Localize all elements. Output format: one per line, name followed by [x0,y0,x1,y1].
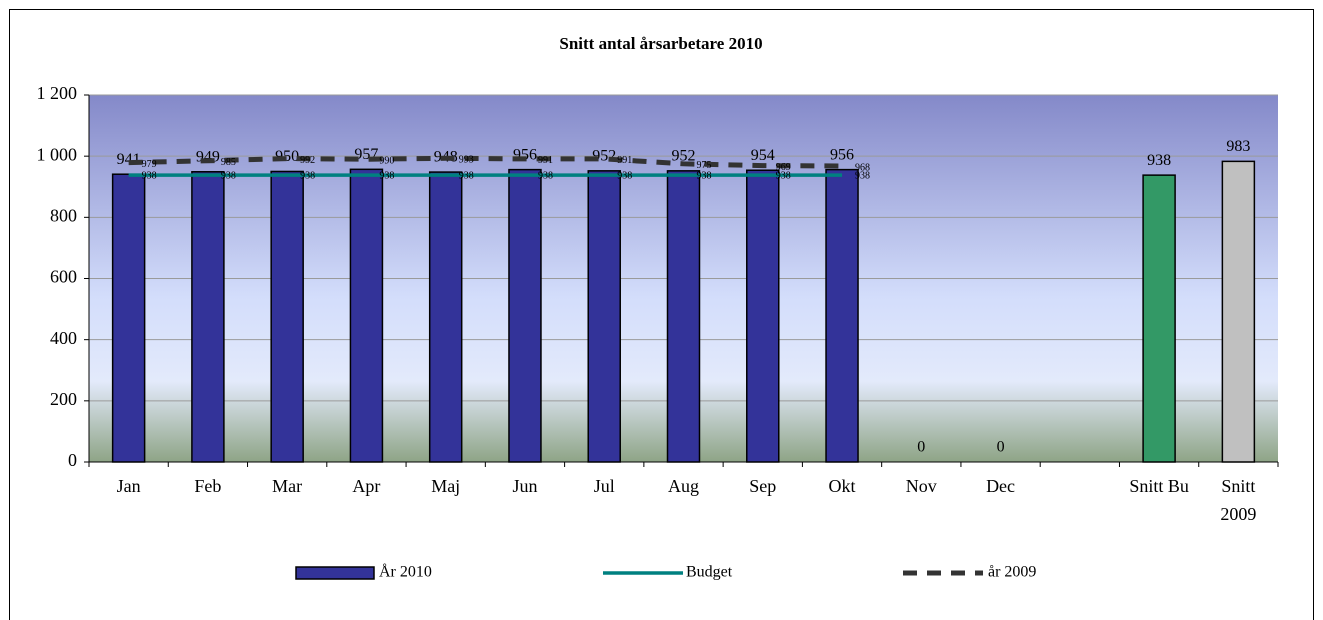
y-tick-label: 600 [50,267,77,287]
data-label: 938 [697,170,712,181]
data-label: 938 [1147,152,1171,169]
x-tick-label: Okt [828,476,856,496]
data-label: 991 [538,155,553,166]
data-label: 952 [672,148,696,165]
data-label: 938 [776,170,791,181]
data-label: 952 [592,148,616,165]
legend-swatch [295,566,375,580]
data-label: 938 [300,170,315,181]
data-label: 969 [776,162,791,173]
data-label: 991 [617,155,632,166]
x-tick-label: Sep [749,476,777,496]
bar [428,171,463,463]
bar [746,169,780,463]
y-tick-label: 1 200 [37,83,78,103]
bar [1221,160,1256,463]
data-label: 941 [117,151,141,168]
x-tick-label: Jan [116,476,141,496]
chart-title: Snitt antal årsarbetare 2010 [559,34,762,53]
data-label: 0 [997,439,1005,456]
data-label: 938 [855,170,870,181]
data-label: 938 [379,170,394,181]
x-tick-label: Aug [668,476,699,496]
data-label: 954 [751,147,775,164]
bar [191,171,225,463]
data-label: 938 [617,170,632,181]
y-tick-label: 200 [50,389,77,409]
data-label: 992 [300,155,315,166]
y-tick-label: 800 [50,205,77,225]
y-tick-label: 1 000 [37,144,78,164]
x-tick-label: Snitt Bu [1129,476,1189,496]
bar [587,170,621,463]
data-label: 938 [142,170,157,181]
y-tick-label: 400 [50,328,77,348]
data-label: 990 [379,156,394,167]
x-tick-label: Jun [512,476,538,496]
legend-label: år 2009 [988,564,1036,581]
x-tick-label: Feb [194,476,222,496]
bar [111,173,146,463]
data-label: 968 [855,162,870,173]
x-tick-label: Jul [593,476,615,496]
bar [270,170,304,463]
data-label: 0 [917,439,925,456]
data-label: 938 [459,170,474,181]
data-label: 956 [830,146,854,163]
data-label: 975 [697,160,712,171]
data-label: 979 [142,159,157,170]
legend-label: Budget [686,564,733,581]
x-tick-label: Snitt 2009 [1220,476,1257,524]
data-label: 983 [1226,138,1250,155]
bar [825,168,859,463]
y-tick-label: 0 [68,450,77,470]
data-label: 985 [221,157,236,168]
x-tick-label: Dec [986,476,1016,496]
data-label: 993 [459,155,474,166]
legend-label: År 2010 [379,563,432,581]
data-label: 938 [221,170,236,181]
bar [1142,174,1176,463]
x-tick-label: Nov [905,476,937,496]
data-label: 938 [538,170,553,181]
x-tick-label: Apr [352,476,381,496]
chart-border [9,9,1314,620]
x-tick-label: Maj [431,476,461,496]
bar [349,168,384,463]
x-tick-label: Mar [272,476,303,496]
bar [508,168,542,463]
bar [666,170,701,463]
